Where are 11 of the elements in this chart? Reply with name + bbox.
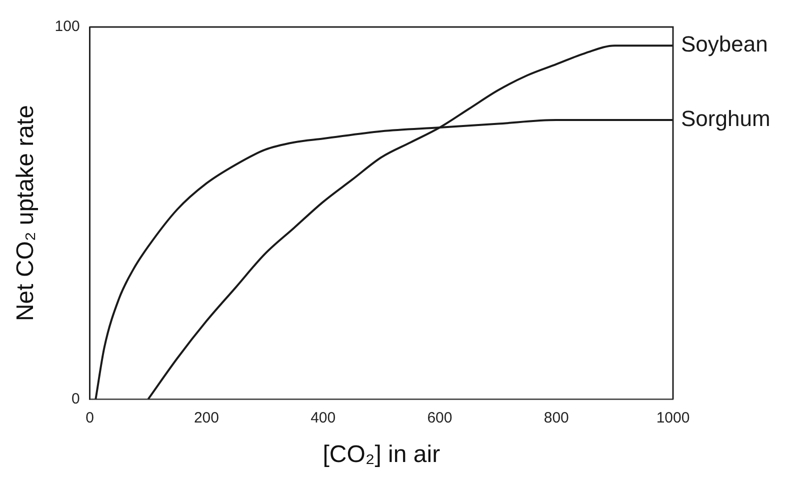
x-tick-label: 600 [427,409,452,426]
x-tick-label: 1000 [656,409,690,426]
series-label: Soybean [681,32,768,57]
y-axis-title: Net CO₂ uptake rate [12,105,40,322]
x-tick-label: 800 [544,409,569,426]
x-tick-label: 400 [310,409,336,426]
series-label: Sorghum [681,106,770,132]
x-tick-label: 0 [86,409,94,426]
y-tick-label: 100 [54,18,80,36]
x-axis-title: [CO₂] in air [322,441,440,468]
x-tick-label: 200 [194,409,219,426]
